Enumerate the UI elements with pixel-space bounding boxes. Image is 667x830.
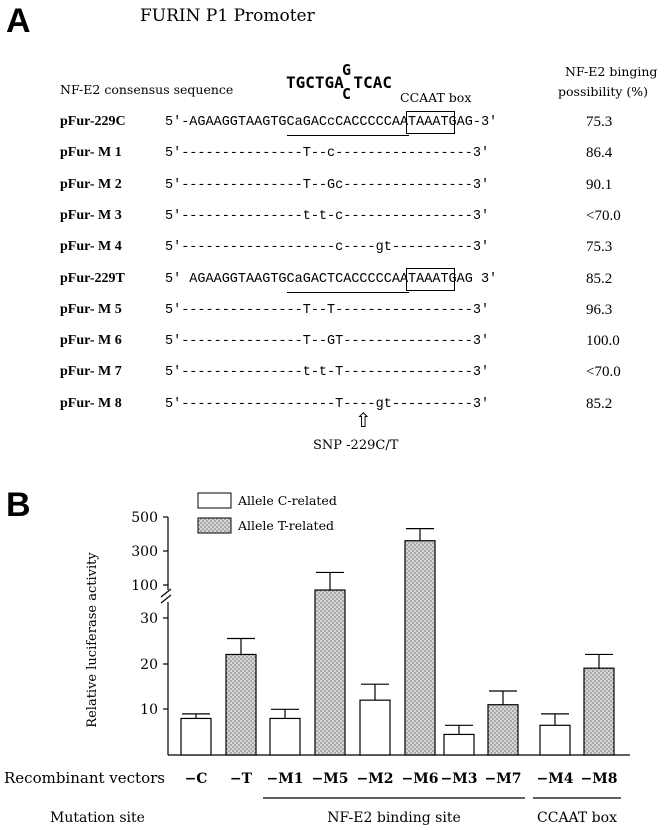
bar-c-6 <box>443 733 475 756</box>
consensus-main: TGCTGA TCAC <box>286 73 392 92</box>
y-tick-label: 10 <box>140 702 158 718</box>
row-label: pFur- M 2 <box>60 176 122 192</box>
row-probability: 85.2 <box>586 395 613 412</box>
legend-label-c: Allele C-related <box>237 493 337 508</box>
row-probability: 75.3 <box>586 239 613 256</box>
x-tick-label: −M5 <box>312 771 349 787</box>
row-sequence: 5' AGAAGGTAAGTGCaGACTCACCCCCAATAAATGAG 3… <box>165 271 498 287</box>
legend-swatch-c <box>197 492 232 509</box>
bar-t-5 <box>404 540 436 756</box>
y-tick-label: 30 <box>140 611 158 627</box>
bar-t-3 <box>314 589 346 756</box>
row-label: pFur-229C <box>60 114 126 129</box>
row-label: pFur- M 3 <box>60 207 122 223</box>
prob-header-line2: possibility (%) <box>558 84 649 99</box>
x-tick-label: −M1 <box>267 771 304 787</box>
snp-arrow-icon: ⇧ <box>355 408 372 432</box>
row-sequence: 5'---------------t-t-c----------------3' <box>165 208 490 224</box>
row-probability: 100.0 <box>586 333 620 350</box>
row-probability: <70.0 <box>586 207 621 224</box>
row-label: pFur- M 4 <box>60 239 122 255</box>
row-label: pFur- M 1 <box>60 145 122 161</box>
row-sequence: 5'-------------------c----gt----------3' <box>165 240 490 256</box>
row-label: pFur- M 5 <box>60 301 122 317</box>
row-sequence: 5'---------------T--T-----------------3' <box>165 302 490 318</box>
x-tick-label: −T <box>230 771 253 787</box>
y-tick-label: 100 <box>131 578 158 594</box>
consensus-sequence: G TGCTGA TCAC C <box>286 61 406 103</box>
row-probability: 86.4 <box>586 145 613 162</box>
nf-e2-underline-c <box>287 135 409 136</box>
row-label: pFur- M 6 <box>60 333 122 349</box>
axis-break-mark <box>160 588 172 598</box>
panel-b-letter: B <box>6 486 31 524</box>
row-probability: 90.1 <box>586 176 613 193</box>
row-sequence: 5'-------------------T----gt----------3' <box>165 396 490 412</box>
row-probability: 96.3 <box>586 301 613 318</box>
x-tick-label: −M7 <box>485 771 522 787</box>
row-sequence: 5'---------------t-t-T----------------3' <box>165 365 490 381</box>
y-axis-label: Relative luciferase activity <box>85 552 100 728</box>
mutation-site-label: Mutation site <box>50 810 145 826</box>
row-label: pFur-229T <box>60 270 125 286</box>
x-axis-label: Recombinant vectors <box>4 769 165 787</box>
x-tick-label: −M8 <box>581 771 618 787</box>
row-probability: 85.2 <box>586 270 613 287</box>
row-probability: <70.0 <box>586 364 621 381</box>
ccaat-box-label: CCAAT box <box>400 90 472 105</box>
y-tick-label: 20 <box>140 657 158 673</box>
bar-t-9 <box>583 667 615 756</box>
snp-label: SNP -229C/T <box>313 438 399 453</box>
row-probability: 75.3 <box>586 114 613 130</box>
y-tick-label: 500 <box>131 510 158 526</box>
ccaat-box-c <box>406 111 455 134</box>
consensus-label: NF-E2 consensus sequence <box>60 82 234 97</box>
bar-t-7 <box>487 704 519 756</box>
x-tick-label: −C <box>185 771 208 787</box>
bar-c-4 <box>359 699 391 756</box>
row-sequence: 5'-AGAAGGTAAGTGCaGACcCACCCCCAATAAATGAG-3… <box>165 115 498 130</box>
axis-break-mark <box>160 594 172 604</box>
row-sequence: 5'---------------T--GT----------------3' <box>165 334 490 350</box>
bar-c-0 <box>180 717 212 756</box>
x-tick-label: −M4 <box>537 771 574 787</box>
row-label: pFur- M 7 <box>60 364 122 380</box>
row-sequence: 5'---------------T--c-----------------3' <box>165 146 490 162</box>
x-tick-label: −M2 <box>357 771 394 787</box>
bar-t-1 <box>225 653 257 756</box>
panel-a-letter: A <box>6 2 31 40</box>
panel-a-title: FURIN P1 Promoter <box>140 6 315 26</box>
bar-c-8 <box>539 724 571 756</box>
group-label: CCAAT box <box>537 810 617 826</box>
row-label: pFur- M 8 <box>60 395 122 411</box>
group-label: NF-E2 binding site <box>327 810 461 826</box>
prob-header-line1: NF-E2 binging <box>565 64 658 79</box>
consensus-bottom-letter: C <box>342 85 352 103</box>
ccaat-box-t <box>406 268 455 291</box>
consensus-top-letter: G <box>342 61 352 79</box>
y-tick-label: 300 <box>131 544 158 560</box>
x-tick-label: −M3 <box>441 771 478 787</box>
x-tick-label: −M6 <box>402 771 439 787</box>
luciferase-bar-chart: 10 20 30 100 300 500 Relative luciferase activ… <box>4 492 630 826</box>
legend-swatch-t <box>197 517 232 534</box>
row-sequence: 5'---------------T--Gc----------------3' <box>165 177 490 193</box>
nf-e2-underline-t <box>287 292 409 293</box>
bar-c-2 <box>269 717 301 756</box>
legend-label-t: Allele T-related <box>237 518 334 533</box>
